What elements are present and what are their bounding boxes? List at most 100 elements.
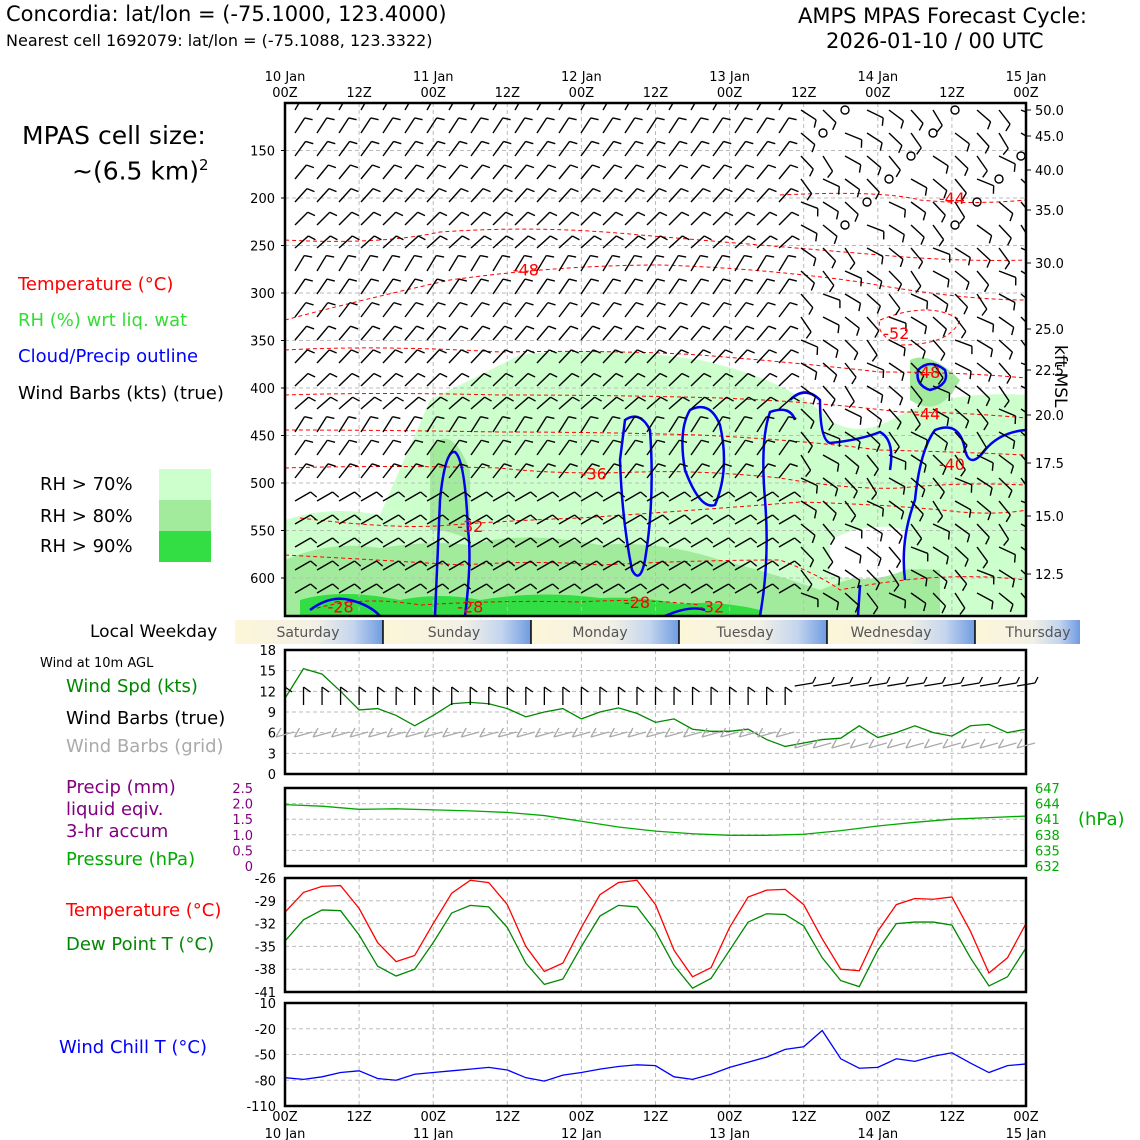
wind-barb-flag — [831, 260, 837, 269]
wind-barb-staff — [800, 385, 816, 398]
cross-section-frame — [283, 101, 1028, 618]
wind-barb-flag — [636, 325, 645, 330]
wind-barb-flag — [374, 235, 382, 241]
wind-barb-flag — [991, 601, 994, 610]
wind-barb-flag — [768, 164, 777, 169]
calm-wind-circle — [818, 128, 828, 138]
wind-barb-flag — [794, 537, 802, 544]
wind-barb-flag — [922, 350, 926, 359]
wind-barb-flag — [574, 583, 582, 590]
wind-barb-staff — [1020, 569, 1026, 576]
wind-barb-flag — [684, 560, 692, 567]
wind-barb-staff — [404, 255, 415, 272]
wind-barb-staff — [426, 463, 439, 479]
wind-barb-grid — [960, 738, 967, 749]
wind-barb-staff — [602, 255, 613, 272]
wind-barb-flag — [703, 349, 711, 354]
wind-barb-staff — [580, 537, 597, 548]
wind-barb-staff — [778, 255, 789, 272]
wind-barb-staff — [998, 362, 1012, 378]
wind-barb-staff — [778, 164, 791, 180]
wind-barb-staff — [756, 439, 768, 456]
wind-barb-staff — [712, 439, 724, 456]
wind-barb-staff — [316, 396, 332, 410]
wind-barb-staff — [932, 385, 950, 394]
wind-barb-flag — [856, 580, 861, 589]
temperature-contour-label: -48 — [914, 363, 940, 382]
wind-barb-flag — [376, 560, 384, 567]
wind-barb-staff — [514, 416, 526, 433]
wind-barb-staff — [668, 235, 683, 249]
wind-barb-flag — [616, 235, 624, 241]
wind-barb-flag — [524, 117, 533, 121]
wind-barb-staff — [536, 164, 549, 180]
wind-barb-staff — [888, 500, 904, 513]
wind-barb-flag — [376, 537, 384, 544]
wind-barb-staff — [404, 439, 416, 456]
wind-barb-staff — [734, 583, 751, 594]
bottom-hour-label: 00Z — [272, 1110, 298, 1125]
wind-barb-flag — [634, 94, 642, 95]
wind-barb-flag — [635, 463, 644, 467]
wind-barb-staff — [580, 439, 592, 456]
wind-barb-flag — [660, 235, 668, 241]
wind-barb-flag — [392, 254, 401, 258]
wind-barb-flag — [1003, 538, 1010, 546]
wind-barb-flag — [415, 439, 424, 444]
wind-barb-staff — [470, 514, 487, 525]
wind-barb-staff — [778, 188, 792, 203]
temperature-contour-label: -28 — [624, 593, 650, 612]
wind-barb-staff — [756, 349, 770, 364]
wind-barb-staff — [756, 164, 769, 180]
wind-barb-flag — [815, 233, 818, 242]
wind-barb-flag — [574, 560, 582, 567]
wind-barb-staff — [294, 372, 309, 387]
wind-barb-staff — [360, 255, 371, 272]
pressure-tick-label: 647 — [1035, 782, 1060, 797]
wind-barb-staff — [624, 583, 641, 594]
wind-barb-staff — [514, 117, 526, 134]
wind-barb-flag — [484, 235, 492, 241]
wind-barb-staff — [690, 396, 706, 410]
wind-barb-flag — [769, 349, 777, 354]
wind-barb-flag — [394, 187, 403, 193]
wind-barb-flag — [549, 211, 558, 217]
wind-barb-staff — [668, 537, 685, 548]
windchill-label: Wind Chill T (°C) — [59, 1037, 207, 1058]
wind-barb-staff — [690, 117, 702, 134]
wind-barb-flag — [722, 117, 731, 121]
wind-barb-staff — [360, 278, 372, 295]
wind-barb-staff — [932, 408, 949, 419]
wind-barb-staff — [1020, 132, 1026, 137]
wind-barb-flag — [418, 235, 426, 241]
wind-barb-grid — [572, 731, 591, 738]
wind-barb-flag — [916, 147, 922, 155]
wind-barb-flag — [1010, 327, 1015, 336]
wind-barb-flag — [304, 117, 313, 121]
wind-barb-flag — [899, 259, 904, 268]
wind-barb-flag — [574, 514, 582, 521]
wind-barb-flag — [656, 254, 665, 258]
wind-barb-staff — [756, 325, 770, 341]
wind-barb-staff — [888, 293, 901, 309]
wind-barb-flag — [571, 372, 580, 378]
wind-barb-staff — [822, 293, 841, 301]
wind-barb-staff — [888, 109, 904, 122]
panel-y-tick-label: -29 — [255, 895, 276, 910]
weekday-label: Saturday — [276, 625, 339, 641]
wind-barb-staff — [580, 235, 595, 249]
wind-barb-staff — [294, 141, 307, 157]
wind-barb-staff — [668, 396, 684, 410]
bottom-hour-label: 12Z — [791, 1110, 817, 1125]
wind-barb-flag — [310, 560, 318, 567]
wind-barb-flag — [458, 416, 467, 420]
wind-barb-staff — [558, 117, 570, 134]
wind-barb-flag — [767, 301, 776, 306]
wind-barb-staff — [668, 141, 681, 157]
wind-barb-flag — [984, 146, 990, 154]
wind-barb-staff — [294, 164, 307, 180]
wind-barb-flag — [436, 254, 445, 258]
wind-barb-flag — [420, 514, 428, 521]
wind-barb-flag — [879, 142, 883, 151]
wind-barb-flag — [634, 254, 643, 258]
